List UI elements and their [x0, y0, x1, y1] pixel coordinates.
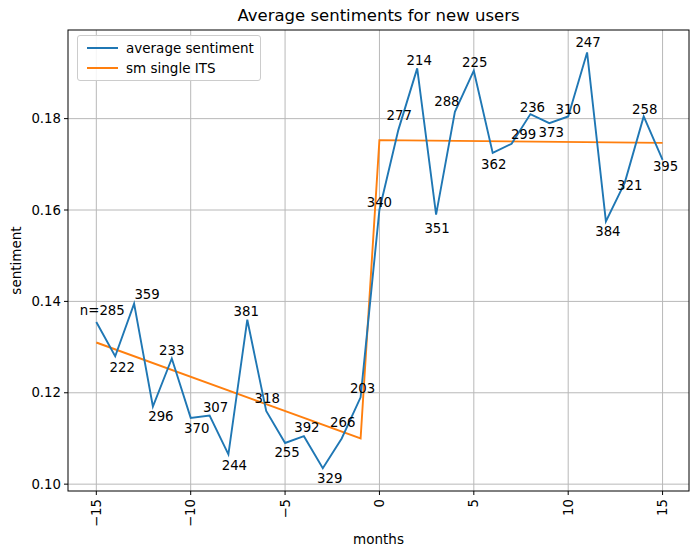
data-point-label: 203	[350, 381, 375, 396]
data-point-label: 244	[222, 458, 247, 473]
data-point-label: 373	[539, 125, 564, 140]
y-tick-label: 0.16	[31, 203, 61, 218]
y-tick-label: 0.14	[31, 294, 61, 309]
x-tick-label: 0	[372, 499, 387, 507]
legend-line-sample-orange	[87, 67, 118, 69]
x-tick-label: 5	[466, 499, 481, 507]
data-point-label: 392	[294, 420, 319, 435]
data-point-label: 381	[234, 304, 259, 319]
legend-item-sm-single-its: sm single ITS	[78, 59, 260, 77]
legend: average sentiment sm single ITS	[77, 35, 261, 81]
data-point-label: 318	[255, 391, 280, 406]
data-point-label: 384	[595, 224, 620, 239]
x-axis-label: months	[68, 531, 689, 547]
x-tick-label: 10	[561, 499, 576, 516]
data-point-label: 266	[330, 415, 355, 430]
data-point-label: 321	[617, 178, 642, 193]
x-tick-label: −10	[183, 499, 198, 527]
data-point-label: 255	[274, 445, 299, 460]
data-point-label: 351	[424, 221, 449, 236]
legend-line-sample-blue	[87, 47, 118, 49]
data-point-label: 307	[203, 400, 228, 415]
legend-item-average-sentiment: average sentiment	[78, 39, 260, 57]
legend-label: sm single ITS	[126, 60, 216, 76]
x-tick-label: 15	[655, 499, 670, 516]
y-tick-label: 0.12	[31, 385, 61, 400]
data-point-label: 370	[184, 421, 209, 436]
data-point-label: 310	[556, 102, 581, 117]
data-point-label: 299	[511, 127, 536, 142]
plot-canvas: n=285 222 359 296 233 370 307 244 381 318 255 392 32…	[0, 0, 700, 560]
chart-title: Average sentiments for new users	[68, 6, 689, 25]
chart-figure: n=285 222 359 296 233 370 307 244 381 318 255 392 32…	[0, 0, 700, 560]
data-point-label: n=285	[80, 303, 125, 318]
data-point-label: 247	[575, 35, 600, 50]
data-point-label: 236	[520, 100, 545, 115]
data-point-label: 362	[481, 157, 506, 172]
data-point-label: 288	[434, 94, 459, 109]
data-point-label: 225	[462, 55, 487, 70]
y-tick-label: 0.18	[31, 111, 61, 126]
data-point-label: 214	[407, 53, 432, 68]
y-axis-label: sentiment	[8, 201, 25, 321]
data-point-label: 296	[148, 409, 173, 424]
legend-label: average sentiment	[126, 40, 254, 56]
data-point-label: 340	[367, 195, 392, 210]
data-point-label: 258	[632, 102, 657, 117]
x-tick-label: −5	[278, 499, 293, 519]
data-point-label: 395	[653, 159, 678, 174]
y-tick-label: 0.10	[31, 477, 61, 492]
data-point-label: 277	[387, 108, 412, 123]
data-point-label: 359	[134, 287, 159, 302]
data-point-label: 233	[159, 343, 184, 358]
x-tick-label: −15	[89, 499, 104, 527]
data-point-label: 329	[317, 471, 342, 486]
data-point-label: 222	[110, 360, 135, 375]
